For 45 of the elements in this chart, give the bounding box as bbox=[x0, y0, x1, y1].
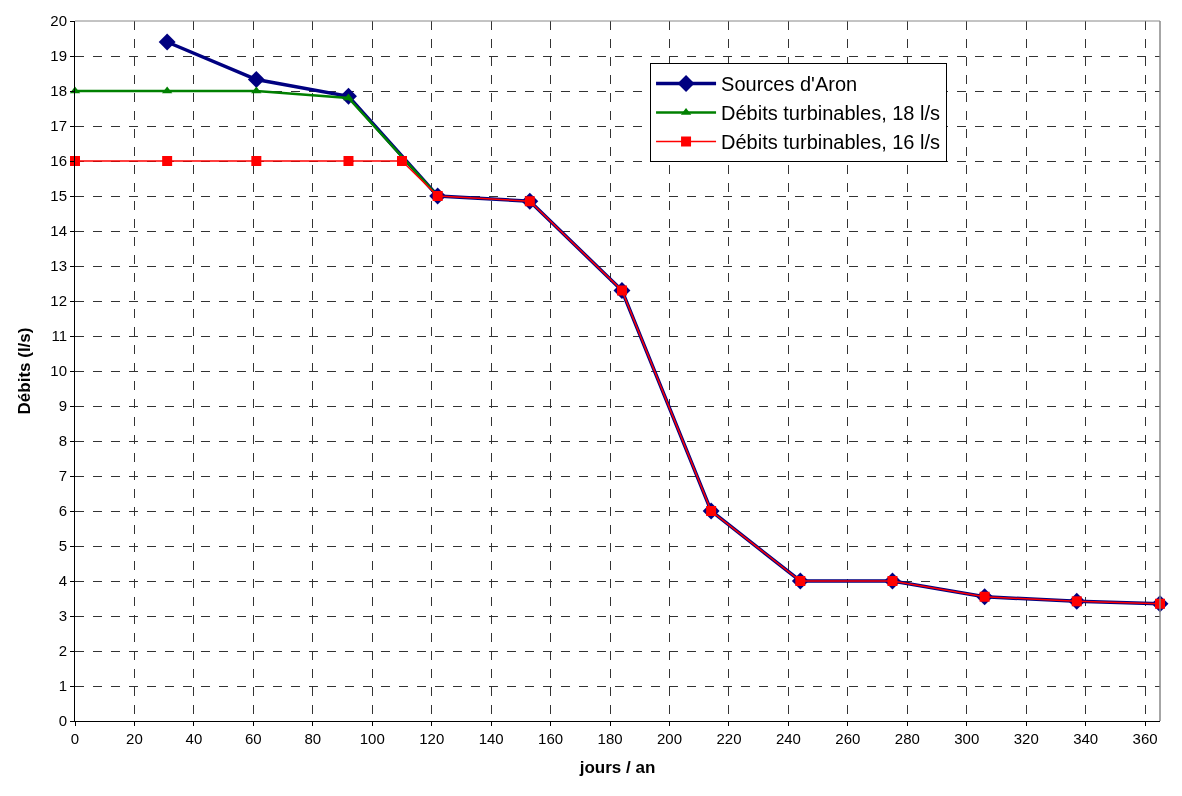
x-tick-label: 260 bbox=[835, 730, 861, 747]
y-tick-label: 7 bbox=[58, 467, 67, 485]
legend-label: Débits turbinables, 18 l/s bbox=[721, 102, 941, 125]
x-tick-label: 40 bbox=[185, 730, 203, 747]
x-tick-label: 160 bbox=[538, 730, 564, 747]
y-tick-label: 15 bbox=[50, 187, 67, 205]
y-tick-label: 19 bbox=[50, 47, 67, 65]
y-tick-label: 3 bbox=[58, 607, 67, 625]
x-tick-label: 60 bbox=[245, 730, 262, 747]
x-tick-label: 280 bbox=[894, 730, 920, 747]
y-tick-label: 5 bbox=[58, 537, 67, 555]
x-tick-label: 80 bbox=[304, 730, 322, 747]
y-tick-label: 9 bbox=[58, 397, 67, 415]
x-tick-label: 100 bbox=[359, 730, 385, 747]
x-tick-label: 340 bbox=[1073, 730, 1099, 747]
y-tick-label: 2 bbox=[58, 642, 67, 660]
y-tick-label: 8 bbox=[58, 432, 67, 450]
x-tick-label: 180 bbox=[597, 730, 623, 747]
y-tick-label: 0 bbox=[58, 712, 67, 730]
x-tick-label: 200 bbox=[657, 730, 683, 747]
x-tick-label: 0 bbox=[70, 730, 80, 747]
x-tick-label: 220 bbox=[716, 730, 742, 747]
y-tick-label: 13 bbox=[50, 257, 67, 275]
y-tick-label: 6 bbox=[58, 502, 67, 520]
y-tick-label: 12 bbox=[50, 292, 67, 310]
legend-label: Débits turbinables, 16 l/s bbox=[721, 131, 941, 154]
x-tick-label: 120 bbox=[419, 730, 445, 747]
x-tick-label: 300 bbox=[954, 730, 980, 747]
x-tick-label: 140 bbox=[478, 730, 504, 747]
y-tick-label: 4 bbox=[58, 572, 67, 590]
x-tick-label: 320 bbox=[1013, 730, 1039, 747]
y-tick-label: 11 bbox=[51, 327, 67, 345]
y-tick-label: 20 bbox=[50, 12, 67, 30]
x-tick-label: 240 bbox=[775, 730, 801, 747]
y-tick-label: 10 bbox=[50, 362, 67, 380]
y-tick-label: 1 bbox=[58, 677, 67, 695]
legend-label: Sources d'Aron bbox=[721, 73, 858, 96]
y-tick-label: 17 bbox=[50, 117, 67, 135]
x-axis-title: jours / an bbox=[578, 758, 656, 778]
y-axis-title: Débits (l/s) bbox=[14, 327, 34, 415]
y-tick-label: 14 bbox=[50, 222, 67, 240]
y-tick-label: 16 bbox=[50, 152, 67, 170]
y-tick-label: 18 bbox=[50, 82, 67, 100]
x-tick-label: 20 bbox=[126, 730, 143, 747]
x-tick-label: 360 bbox=[1132, 730, 1158, 747]
